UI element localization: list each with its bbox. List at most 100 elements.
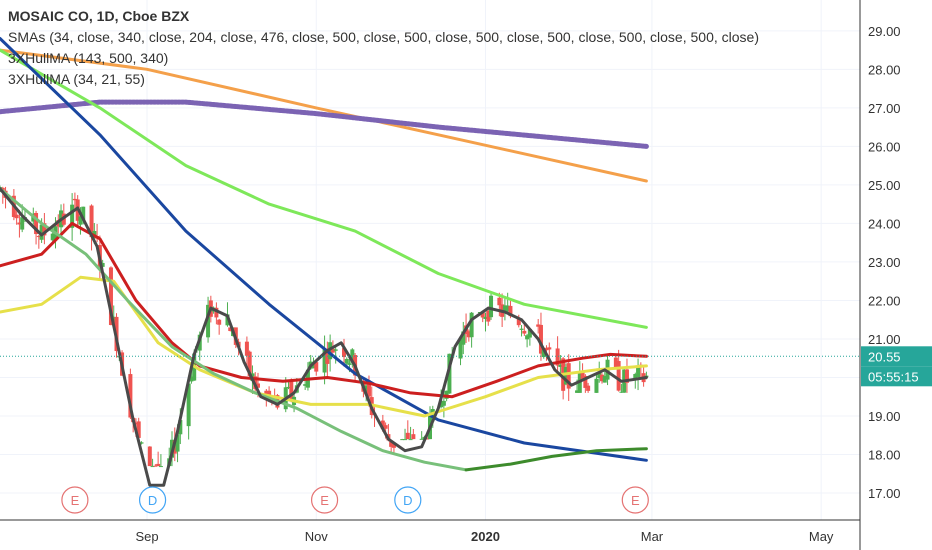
- symbol-title[interactable]: MOSAIC CO, 1D, Cboe BZX: [8, 8, 190, 24]
- candle-body: [519, 328, 524, 330]
- dividend-event-label: D: [403, 493, 412, 508]
- countdown-label: 05:55:15: [868, 369, 919, 384]
- candle-body: [333, 349, 338, 351]
- time-tick-label: Sep: [135, 529, 158, 544]
- ma-line: [0, 275, 648, 418]
- candle-body: [461, 331, 466, 345]
- candle-body: [425, 438, 430, 440]
- dividend-event-marker[interactable]: [394, 486, 422, 514]
- candle-body: [458, 338, 463, 359]
- indicator-label-hull-long[interactable]: 3XHullMA (143, 500, 340): [8, 50, 169, 66]
- candle-body: [636, 367, 641, 378]
- candle-body: [128, 374, 133, 418]
- candle-body: [328, 342, 333, 360]
- candle-body: [256, 383, 260, 388]
- time-tick-label: May: [809, 529, 834, 544]
- candle-body: [508, 305, 513, 317]
- candle-body: [72, 198, 77, 201]
- candle-body: [314, 362, 319, 372]
- price-tick-label: 21.00: [868, 332, 901, 347]
- earnings-event-marker[interactable]: [61, 486, 89, 514]
- countdown-tag: [861, 366, 932, 387]
- candle-body: [619, 391, 624, 393]
- candle-body: [228, 327, 233, 332]
- time-tick-label: Mar: [641, 529, 664, 544]
- candle-body: [583, 375, 588, 388]
- dividend-event-marker[interactable]: [138, 486, 167, 514]
- candle-body: [366, 380, 371, 397]
- time-tick-label: Nov: [305, 529, 329, 544]
- candle-body: [563, 367, 568, 385]
- candle-body: [505, 305, 510, 312]
- price-tick-label: 17.00: [868, 486, 901, 501]
- candle-body: [153, 465, 158, 467]
- candle-body: [502, 305, 507, 313]
- candle-body: [133, 422, 138, 425]
- candlesticks: [0, 185, 649, 468]
- candle-body: [613, 357, 618, 368]
- candle-body: [20, 217, 25, 230]
- earnings-event-label: E: [631, 493, 640, 508]
- candle-body: [575, 390, 580, 393]
- ma-line: [0, 99, 649, 149]
- earnings-event-marker[interactable]: [310, 486, 339, 514]
- candle-body: [217, 319, 222, 325]
- candle-body: [186, 383, 191, 427]
- earnings-event-marker[interactable]: [621, 486, 649, 514]
- candle-body: [14, 214, 19, 219]
- dividend-event-label: D: [148, 493, 157, 508]
- candle-body: [36, 236, 41, 238]
- candle-body: [419, 438, 424, 440]
- candle-body: [633, 374, 638, 379]
- candle-body: [516, 318, 521, 326]
- candle-body: [544, 347, 549, 351]
- indicator-label-smas[interactable]: SMAs (34, close, 340, close, 204, close,…: [8, 29, 759, 45]
- candle-body: [405, 432, 410, 440]
- candle-body: [602, 375, 607, 383]
- ma-line: [0, 48, 648, 329]
- indicator-label-hull-short[interactable]: 3XHullMA (34, 21, 55): [8, 71, 145, 87]
- price-tick-label: 27.00: [868, 101, 901, 116]
- earnings-event-label: E: [320, 493, 329, 508]
- candle-body: [147, 446, 152, 467]
- candle-body: [34, 212, 39, 235]
- candle-body: [547, 347, 552, 350]
- candle-body: [139, 442, 144, 444]
- candle-body: [597, 371, 602, 379]
- candle-body: [350, 349, 355, 363]
- time-tick-label: 2020: [471, 529, 500, 544]
- candle-body: [566, 363, 571, 389]
- candle-body: [580, 372, 585, 380]
- candle-body: [403, 439, 408, 441]
- candle-body: [344, 358, 349, 364]
- candle-body: [525, 335, 530, 340]
- candle-body: [522, 330, 527, 334]
- price-tick-label: 25.00: [868, 178, 901, 193]
- candle-body: [189, 376, 194, 382]
- last-price-label: 20.55: [868, 349, 901, 364]
- candle-body: [244, 341, 249, 356]
- candle-body: [400, 439, 405, 441]
- candle-body: [347, 363, 352, 365]
- ma-line: [0, 37, 648, 462]
- candle-body: [342, 348, 346, 358]
- ma-line: [464, 447, 648, 472]
- price-tick-label: 28.00: [868, 62, 901, 77]
- candle-body: [178, 420, 183, 435]
- candle-body: [389, 441, 394, 447]
- candle-body: [17, 222, 22, 225]
- candle-body: [286, 386, 291, 388]
- price-tick-label: 18.00: [868, 448, 901, 463]
- candle-body: [483, 316, 488, 320]
- candle-body: [108, 267, 113, 326]
- candle-body: [50, 233, 55, 241]
- candle-body: [175, 434, 180, 452]
- candle-body: [100, 262, 105, 267]
- candle-body: [447, 353, 452, 394]
- candle-body: [322, 348, 327, 373]
- candle-body: [586, 385, 591, 391]
